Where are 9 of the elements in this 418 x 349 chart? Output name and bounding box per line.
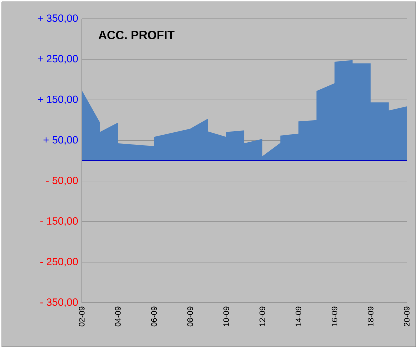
y-tick-label: - 350,00 [40, 298, 78, 308]
y-tick-label: + 50,00 [44, 136, 78, 146]
y-tick-label: + 150,00 [38, 96, 78, 104]
y-tick-label: - 250,00 [40, 258, 78, 267]
text: ACC. PROFIT [98, 31, 175, 40]
y-tick-label: - 150,00 [40, 218, 78, 226]
y-tick-label: + 350,00 [38, 14, 78, 24]
y-tick-label: - 50,00 [46, 176, 78, 186]
y-tick-label: + 250,00 [38, 55, 78, 64]
